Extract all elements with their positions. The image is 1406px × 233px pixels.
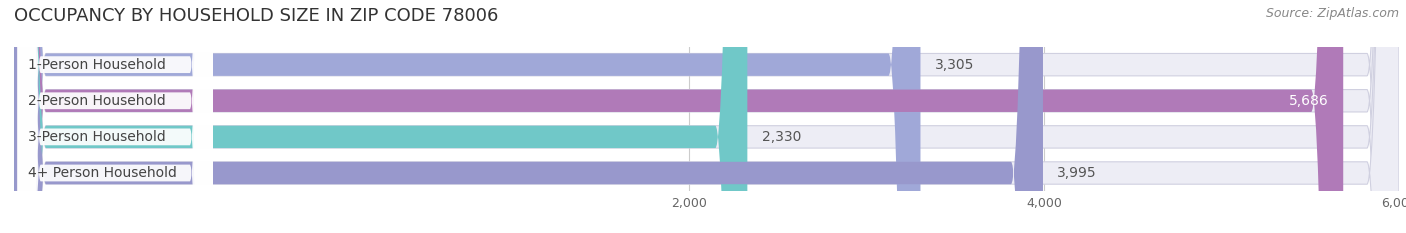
- FancyBboxPatch shape: [14, 0, 1399, 233]
- Text: 3,305: 3,305: [935, 58, 974, 72]
- FancyBboxPatch shape: [18, 0, 212, 233]
- FancyBboxPatch shape: [14, 0, 1399, 233]
- FancyBboxPatch shape: [14, 0, 1399, 233]
- FancyBboxPatch shape: [14, 0, 921, 233]
- Text: Source: ZipAtlas.com: Source: ZipAtlas.com: [1265, 7, 1399, 20]
- Text: 2-Person Household: 2-Person Household: [28, 94, 166, 108]
- Text: 5,686: 5,686: [1289, 94, 1329, 108]
- Text: 1-Person Household: 1-Person Household: [28, 58, 166, 72]
- Text: 2,330: 2,330: [762, 130, 801, 144]
- Text: OCCUPANCY BY HOUSEHOLD SIZE IN ZIP CODE 78006: OCCUPANCY BY HOUSEHOLD SIZE IN ZIP CODE …: [14, 7, 499, 25]
- FancyBboxPatch shape: [18, 0, 212, 233]
- FancyBboxPatch shape: [14, 0, 1399, 233]
- FancyBboxPatch shape: [14, 0, 748, 233]
- FancyBboxPatch shape: [18, 0, 212, 233]
- FancyBboxPatch shape: [14, 0, 1043, 233]
- Text: 3,995: 3,995: [1057, 166, 1097, 180]
- FancyBboxPatch shape: [14, 0, 1343, 233]
- Text: 3-Person Household: 3-Person Household: [28, 130, 166, 144]
- Text: 4+ Person Household: 4+ Person Household: [28, 166, 177, 180]
- FancyBboxPatch shape: [18, 0, 212, 233]
